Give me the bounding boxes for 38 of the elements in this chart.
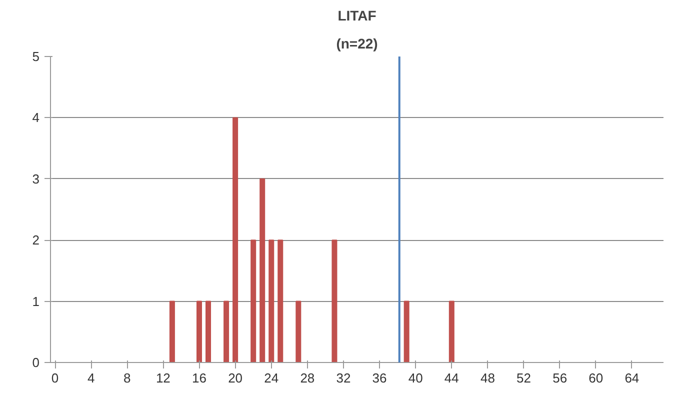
y-tick-label: 2 (32, 232, 40, 248)
x-tick-label: 32 (336, 370, 351, 386)
x-tick-label: 12 (156, 370, 170, 386)
bar (260, 178, 266, 362)
bar (296, 300, 302, 362)
y-tick-label: 1 (32, 294, 40, 309)
x-tick-label: 56 (552, 370, 568, 386)
y-tick-label: 4 (32, 110, 40, 126)
bar (278, 240, 284, 362)
y-tick-label: 0 (32, 355, 40, 370)
x-tick-label: 8 (124, 370, 131, 386)
y-tick-label: 5 (32, 49, 40, 64)
bar (196, 300, 202, 362)
x-tick-label: 16 (192, 370, 206, 386)
bar (332, 240, 338, 362)
x-tick-label: 20 (228, 370, 243, 386)
bar (206, 300, 212, 362)
chart-title: LITAF (338, 8, 377, 24)
x-tick-label: 28 (300, 370, 315, 386)
x-tick-label: 52 (516, 370, 532, 386)
x-tick-label: 36 (372, 370, 387, 386)
x-tick-label: 4 (87, 370, 95, 386)
bar (250, 240, 256, 362)
x-tick-label: 64 (624, 370, 640, 386)
bar (224, 300, 230, 362)
bar (169, 300, 175, 362)
bar (404, 300, 410, 362)
x-tick-label: 40 (408, 370, 423, 386)
x-tick-label: 44 (444, 370, 459, 386)
bar (448, 300, 454, 362)
x-tick-label: 60 (588, 370, 604, 386)
bar (232, 117, 238, 362)
chart-subtitle: (n=22) (336, 36, 378, 52)
x-tick-label: 0 (51, 370, 59, 386)
y-tick-label: 3 (32, 171, 40, 186)
x-tick-label: 48 (480, 370, 495, 386)
bar (268, 240, 274, 362)
x-tick-label: 24 (264, 370, 279, 386)
